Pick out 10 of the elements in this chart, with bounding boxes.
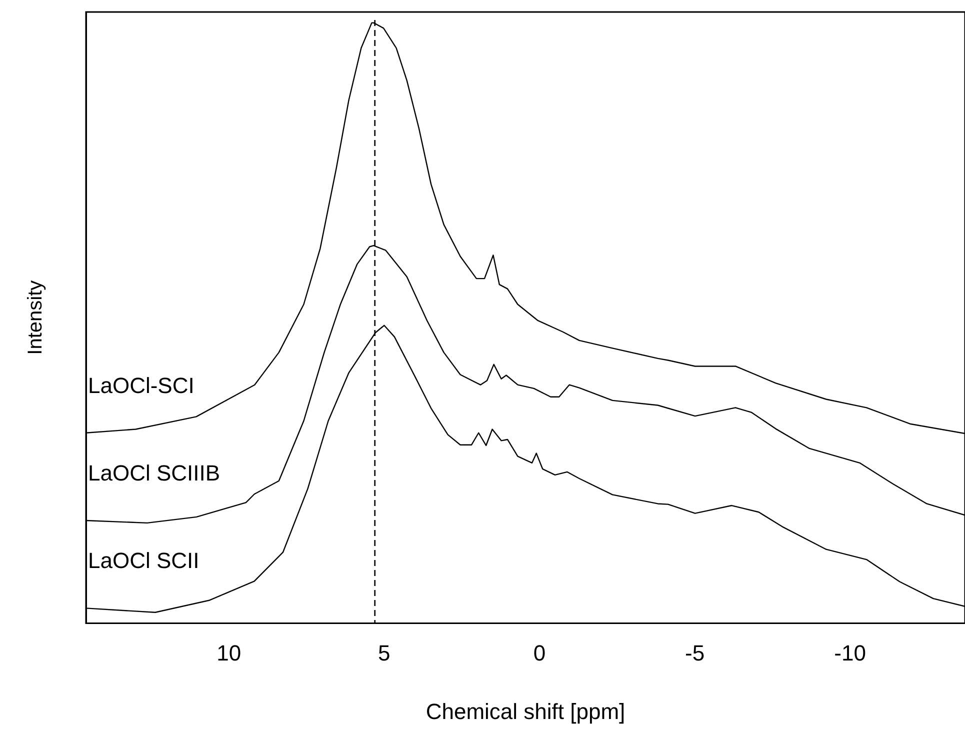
- series-label: LaOCl SCIIIB: [88, 460, 220, 486]
- x-tick-label: 5: [378, 640, 390, 666]
- x-tick-label: -5: [684, 640, 705, 666]
- series-label: LaOCl-SCI: [88, 372, 194, 398]
- x-axis-title: Chemical shift [ppm]: [426, 698, 626, 724]
- x-tick-label: 10: [216, 640, 242, 666]
- x-tick-label: -10: [834, 640, 866, 666]
- series-label: LaOCl SCII: [88, 548, 200, 574]
- x-tick-label: 0: [533, 640, 546, 666]
- y-axis-title: Intensity: [24, 280, 47, 355]
